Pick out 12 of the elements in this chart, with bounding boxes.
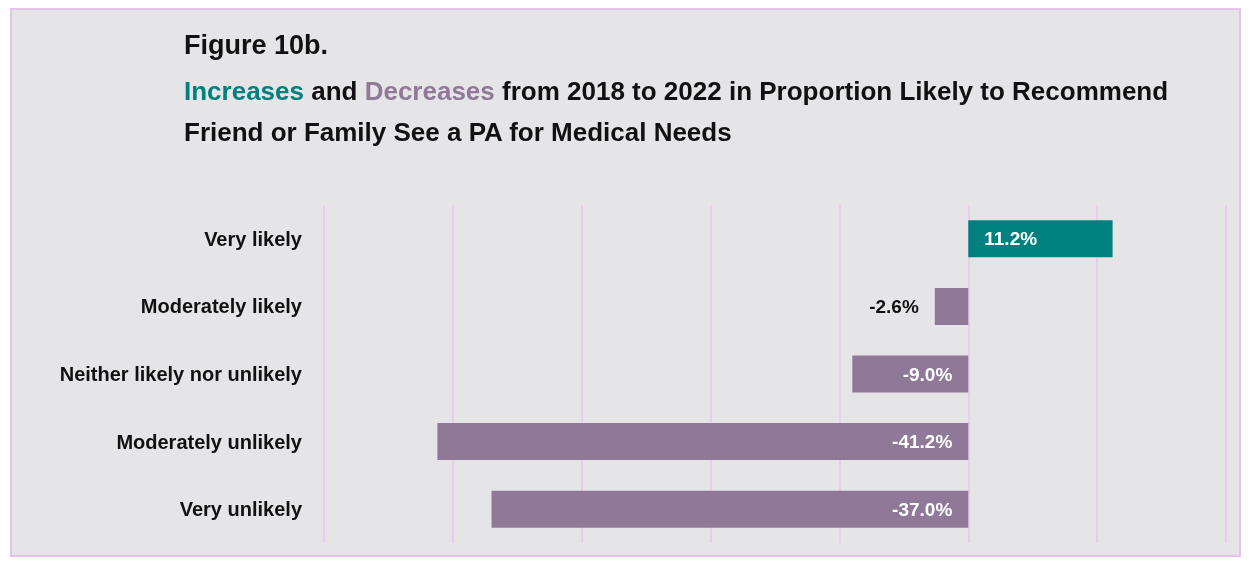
y-tick-label: Neither likely nor unlikely: [59, 363, 303, 385]
y-tick-label: Moderately likely: [140, 295, 303, 318]
y-tick-label: Very unlikely: [179, 498, 303, 521]
chart-title: Figure 10b.: [184, 30, 330, 61]
text: Increases and Decreases from 2018 to 2022 in Proportion Likely to Recommend Friend or Family See a PA for Medical Needs: [184, 76, 1169, 147]
data-label: -2.6%: [869, 295, 919, 317]
data-label: -37.0%: [892, 498, 953, 520]
data-label: -9.0%: [902, 363, 953, 385]
data-label: -41.2%: [892, 431, 953, 453]
y-tick-label: Moderately unlikely: [116, 430, 303, 453]
data-label: 11.2%: [984, 228, 1038, 250]
y-tick-label: Very likely: [204, 227, 303, 250]
